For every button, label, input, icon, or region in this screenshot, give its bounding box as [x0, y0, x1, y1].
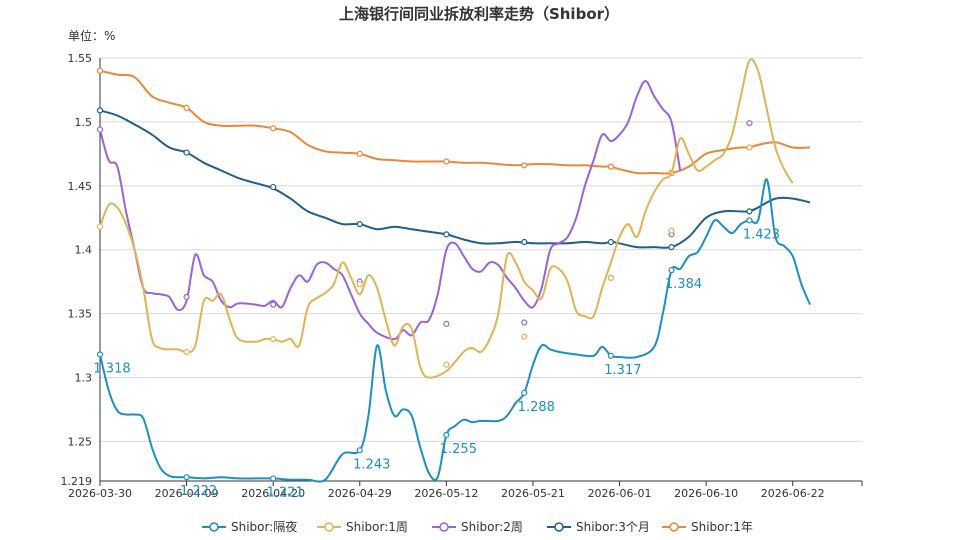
x-tick-label: 2026-05-21 [501, 487, 565, 500]
x-tick-label: 2026-05-12 [414, 487, 478, 500]
data-point [96, 107, 104, 114]
data-point [183, 348, 190, 356]
data-point [270, 183, 277, 191]
y-tick-label: 1.35 [68, 308, 93, 321]
y-axis: 1.219 1.25 1.3 1.35 1.4 1.45 1.5 1.55 [61, 52, 101, 488]
data-labels: 1.318 1.222 1.221 1.243 1.255 1.288 1.317 1.384… [93, 227, 780, 500]
data-point [668, 227, 675, 234]
data-point [607, 163, 614, 170]
data-label: 1.288 [518, 400, 555, 415]
x-tick-label: 2026-04-29 [328, 487, 392, 500]
data-label: 1.318 [93, 361, 130, 376]
data-point [183, 104, 190, 111]
data-point [521, 162, 528, 169]
series-3 [96, 107, 811, 251]
y-tick-label: 1.25 [68, 435, 93, 448]
data-point [270, 475, 277, 482]
series-line [99, 79, 682, 341]
data-point [668, 244, 675, 251]
series-line [99, 69, 811, 175]
data-label: 1.221 [267, 485, 304, 500]
legend-swatch-marker [209, 522, 219, 532]
data-point [521, 319, 528, 326]
x-tick-label: 2026-04-09 [155, 487, 219, 500]
data-label: 1.423 [743, 227, 780, 242]
series-line [99, 109, 811, 249]
data-point [183, 474, 190, 481]
data-point [356, 221, 363, 228]
x-tick-label: 2026-04-20 [241, 487, 305, 500]
legend-label: Shibor:1周 [346, 520, 408, 534]
data-point [443, 361, 450, 368]
x-tick-label: 2026-03-30 [68, 487, 132, 500]
data-point [96, 351, 104, 358]
legend-swatch-marker [669, 522, 679, 532]
data-point [270, 301, 277, 308]
data-point [443, 431, 450, 439]
data-point [521, 389, 528, 396]
data-point [521, 238, 528, 246]
data-point [668, 267, 675, 274]
series-lines [96, 58, 811, 483]
series-line [99, 58, 794, 379]
data-point [746, 217, 753, 224]
data-point [356, 281, 363, 288]
y-tick-label: 1.55 [68, 52, 93, 65]
data-point [183, 293, 190, 301]
legend-item[interactable]: Shibor:2周 [432, 520, 523, 534]
data-point [183, 149, 190, 156]
y-tick-label: 1.3 [75, 371, 93, 384]
legend-label: Shibor:2周 [461, 520, 523, 534]
data-point [607, 352, 614, 359]
legend-label: Shibor:3个月 [576, 520, 650, 534]
chart-title: 上海银行间同业拆放利率走势（Shibor） [339, 5, 619, 23]
data-point [356, 447, 363, 454]
data-label: 1.255 [440, 442, 477, 457]
legend-item[interactable]: Shibor:1周 [317, 520, 408, 534]
legend[interactable]: Shibor:隔夜 Shibor:1周 Shibor:2周 Shibor:3个月 Shi… [202, 519, 753, 534]
y-tick-label: 1.5 [75, 116, 93, 129]
y-tick-label: 1.4 [75, 244, 93, 257]
x-tick-label: 2026-06-01 [588, 487, 652, 500]
x-axis: 2026-03-30 2026-04-09 2026-04-20 2026-04-29… [68, 480, 863, 500]
data-point [607, 238, 614, 246]
data-point [96, 67, 104, 74]
series-line [99, 178, 811, 483]
data-point [521, 333, 528, 340]
series-0 [96, 178, 811, 483]
data-point [356, 150, 363, 157]
legend-swatch-marker [439, 522, 449, 532]
data-label: 1.317 [604, 363, 641, 378]
data-point [443, 158, 450, 165]
data-label: 1.222 [180, 484, 217, 499]
legend-item[interactable]: Shibor:3个月 [547, 520, 650, 534]
data-point [443, 320, 450, 327]
data-label: 1.384 [665, 277, 702, 292]
series-4 [96, 67, 811, 177]
data-point [746, 144, 753, 151]
legend-item[interactable]: Shibor:隔夜 [202, 519, 297, 534]
data-point [746, 208, 753, 215]
data-point [746, 120, 753, 127]
series-2 [96, 79, 753, 341]
data-point [443, 231, 450, 238]
data-point [96, 126, 104, 133]
x-tick-label: 2026-06-10 [674, 487, 738, 500]
legend-label: Shibor:隔夜 [231, 519, 297, 534]
data-point [96, 223, 104, 230]
unit-label: 单位：% [68, 28, 115, 43]
x-tick-label: 2026-06-22 [761, 487, 825, 500]
y-tick-label: 1.219 [61, 475, 93, 488]
legend-label: Shibor:1年 [691, 520, 753, 534]
data-point [270, 336, 277, 343]
legend-item[interactable]: Shibor:1年 [662, 520, 753, 534]
data-point [270, 125, 277, 132]
data-label: 1.243 [353, 457, 390, 472]
legend-swatch-marker [324, 522, 334, 532]
legend-swatch-marker [554, 522, 564, 532]
y-tick-label: 1.45 [68, 180, 93, 193]
data-point [607, 274, 614, 281]
series-1 [96, 58, 794, 379]
